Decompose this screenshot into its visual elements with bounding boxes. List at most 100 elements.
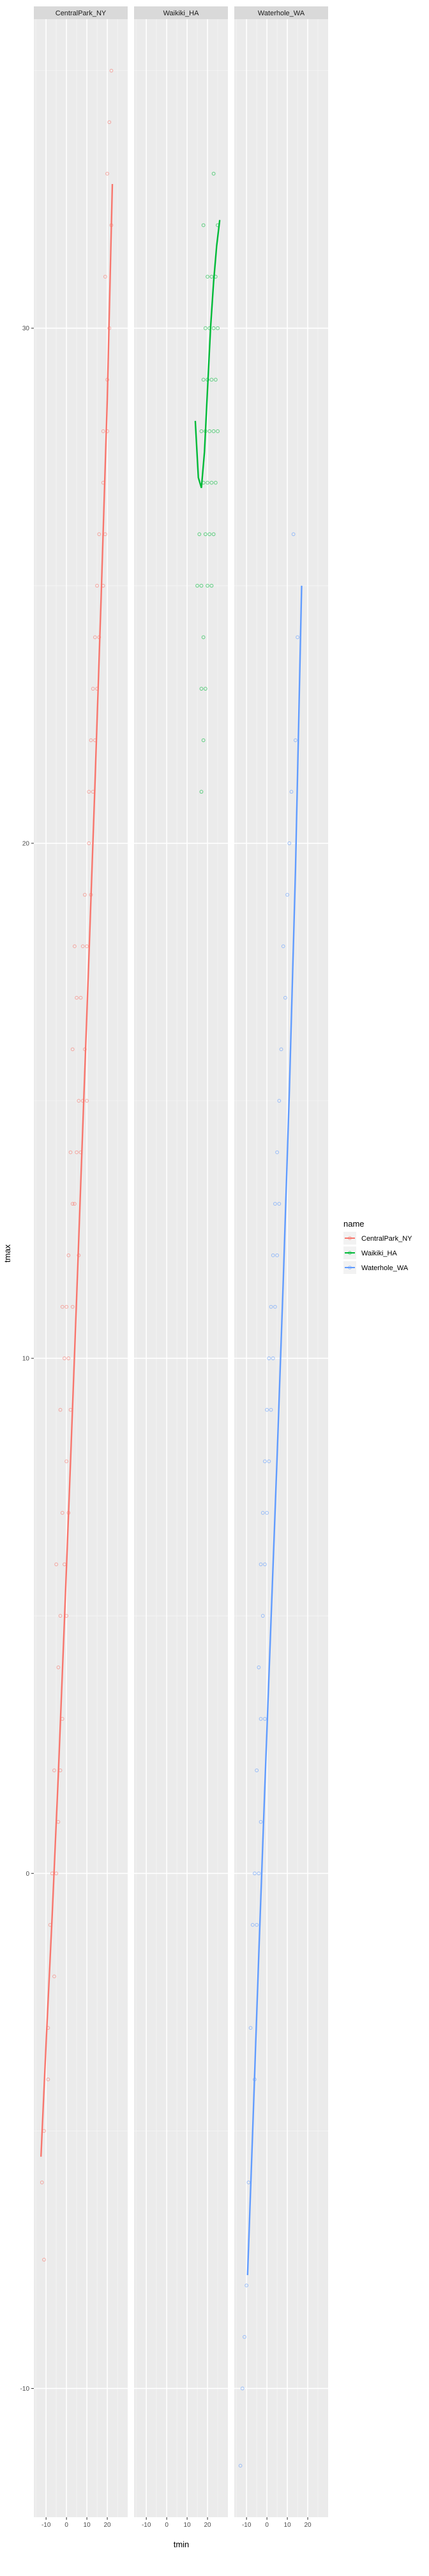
x-tick-label: 10 [284, 2522, 292, 2529]
data-point [206, 480, 209, 485]
data-point [80, 944, 85, 949]
data-point [79, 995, 83, 1000]
data-point [291, 532, 296, 537]
data-point [238, 2464, 243, 2468]
data-point [269, 1407, 273, 1412]
data-point [93, 635, 97, 640]
data-point [207, 429, 212, 433]
data-point [287, 841, 292, 845]
facet-strip-label: CentralPark_NY [56, 10, 107, 17]
data-point [195, 583, 199, 588]
y-tick-label: -10 [20, 2386, 30, 2393]
data-point [85, 1099, 89, 1103]
data-point [248, 2026, 253, 2030]
data-point [203, 532, 207, 537]
data-point [259, 1562, 263, 1567]
data-point [260, 1614, 265, 1618]
data-point [199, 790, 204, 794]
data-point [253, 1871, 257, 1876]
data-point [101, 429, 105, 433]
data-point [267, 1356, 271, 1360]
data-point [269, 1305, 273, 1309]
smooth-line-Waterhole_WA [246, 585, 303, 2276]
data-point [209, 378, 214, 382]
x-tick-label: 20 [204, 2522, 211, 2529]
data-point [77, 1099, 81, 1103]
data-point [285, 893, 289, 897]
data-point [275, 1253, 280, 1257]
data-point [64, 1305, 69, 1309]
data-point [209, 480, 214, 485]
data-point [201, 635, 206, 640]
data-point [91, 687, 95, 691]
panel-background [234, 19, 328, 2517]
data-point [277, 1099, 282, 1103]
x-tick-label: 20 [304, 2522, 312, 2529]
data-point [199, 687, 204, 691]
data-point [64, 1459, 69, 1464]
legend-key-point [348, 1251, 352, 1255]
x-tick-label: -10 [142, 2522, 151, 2529]
facet-strip [34, 6, 128, 19]
data-point [68, 1150, 73, 1154]
data-point [211, 171, 216, 176]
facet-strip [234, 6, 328, 19]
x-tick-label: -10 [242, 2522, 252, 2529]
legend-label: Waterhole_WA [361, 1264, 409, 1272]
data-point [245, 2283, 249, 2288]
y-axis-title: tmax [3, 1244, 12, 1262]
data-point [267, 1459, 271, 1464]
x-tick-label: 10 [84, 2522, 91, 2529]
data-point [197, 532, 202, 537]
data-point [66, 1253, 71, 1257]
facet-Waikiki_HA: Waikiki_HA -10 0 10 20 [134, 6, 228, 2529]
legend-label: CentralPark_NY [361, 1235, 412, 1243]
data-point [240, 2386, 245, 2391]
x-tick-label: 0 [165, 2522, 169, 2529]
data-point [255, 1768, 259, 1772]
data-point [273, 1202, 277, 1206]
data-point [70, 1202, 75, 1206]
legend-label: Waikiki_HA [361, 1250, 397, 1257]
y-axis: -10 0 10 20 30 [20, 325, 34, 2393]
y-tick-label: 20 [22, 840, 30, 847]
series-points-Waterhole_WA [238, 532, 299, 2468]
x-tick-label: 0 [265, 2522, 269, 2529]
y-tick-label: 0 [26, 1871, 29, 1878]
panel-background [34, 19, 128, 2517]
data-point [213, 378, 218, 382]
legend-key-point [348, 1266, 352, 1269]
data-point [70, 1305, 75, 1309]
data-point [60, 1305, 64, 1309]
data-point [277, 1202, 282, 1206]
data-point [87, 841, 91, 845]
data-point [109, 68, 114, 73]
data-point [271, 1253, 275, 1257]
x-tick-label: -10 [41, 2522, 51, 2529]
data-point [275, 1150, 280, 1154]
data-point [58, 1407, 63, 1412]
x-tick-label: 10 [184, 2522, 192, 2529]
facet-CentralPark_NY: CentralPark_NY -10 0 10 20 [34, 6, 128, 2529]
data-point [58, 1614, 63, 1618]
data-point [103, 275, 107, 279]
x-tick-label: 0 [64, 2522, 68, 2529]
data-point [211, 326, 216, 330]
facet-Waterhole_WA: Waterhole_WA -10 0 10 20 [234, 6, 328, 2529]
data-point [70, 1047, 75, 1052]
legend-title: name [343, 1219, 365, 1229]
data-point [263, 1717, 267, 1721]
data-point [105, 171, 109, 176]
data-point [42, 2258, 46, 2262]
data-point [211, 532, 216, 537]
data-point [259, 1820, 263, 1824]
smooth-line-CentralPark_NY [40, 183, 114, 2157]
legend-item-Waterhole_WA: Waterhole_WA [343, 1261, 409, 1274]
data-point [263, 1459, 267, 1464]
facet-strip-label: Waikiki_HA [163, 10, 199, 17]
data-point [199, 429, 204, 433]
data-point [75, 1150, 79, 1154]
data-point [60, 1511, 64, 1515]
data-point [87, 790, 91, 794]
